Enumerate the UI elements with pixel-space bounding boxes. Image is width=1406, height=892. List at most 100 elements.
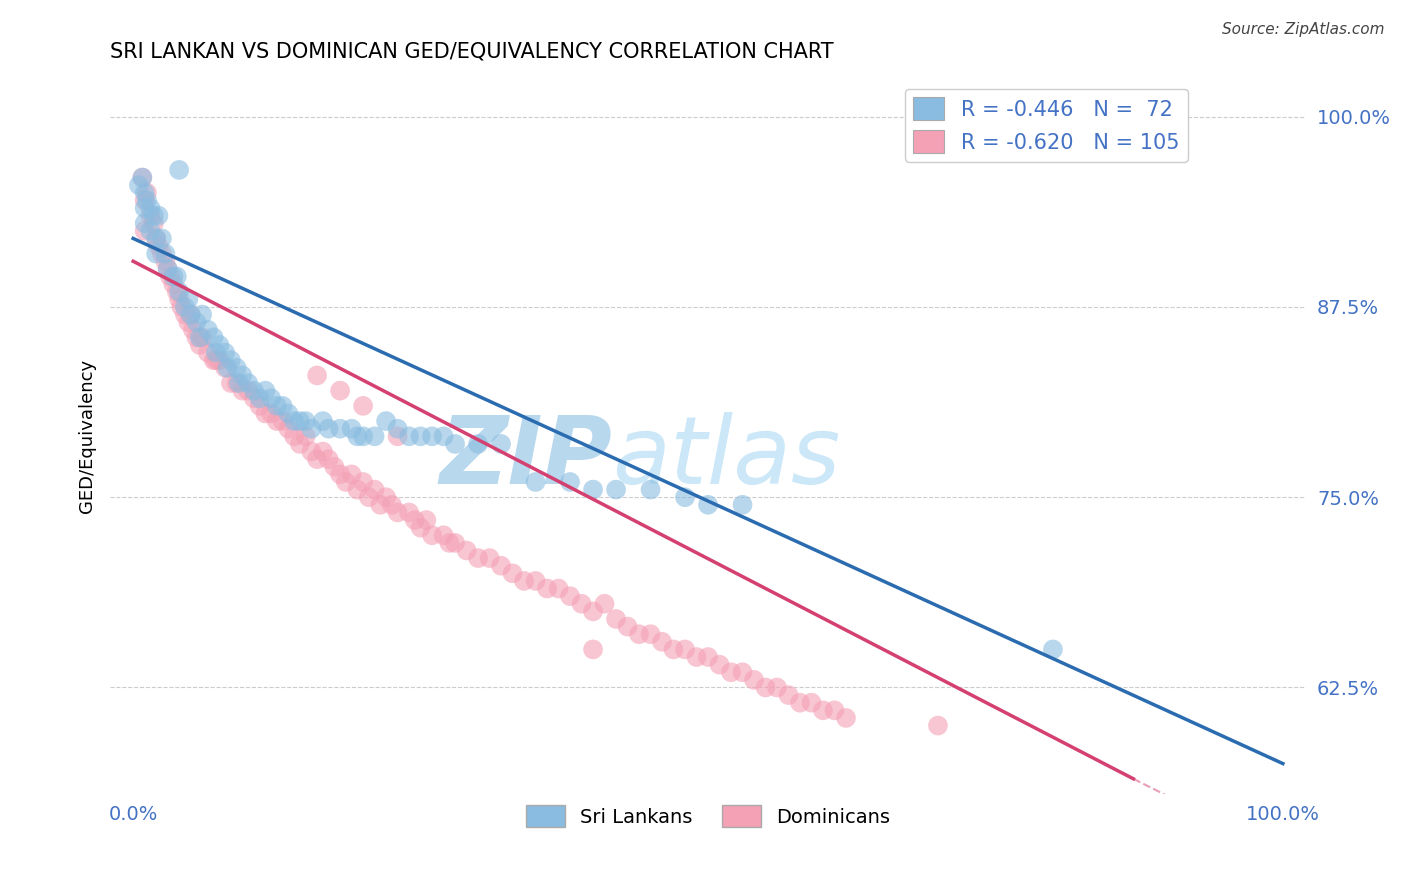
Point: [131, 170, 153, 185]
Point: [156, 261, 179, 276]
Point: [219, 376, 242, 390]
Point: [536, 582, 558, 596]
Point: [329, 422, 352, 436]
Point: [283, 429, 305, 443]
Point: [731, 665, 754, 680]
Point: [404, 513, 426, 527]
Point: [225, 376, 247, 390]
Point: [214, 360, 236, 375]
Point: [186, 330, 208, 344]
Point: [142, 216, 165, 230]
Point: [205, 353, 228, 368]
Point: [582, 604, 605, 618]
Point: [128, 178, 150, 193]
Point: [188, 338, 211, 352]
Point: [159, 269, 181, 284]
Point: [139, 201, 162, 215]
Point: [444, 437, 467, 451]
Point: [134, 216, 156, 230]
Point: [387, 422, 409, 436]
Point: [673, 642, 696, 657]
Point: [148, 239, 170, 253]
Point: [294, 414, 316, 428]
Point: [789, 696, 811, 710]
Point: [177, 315, 200, 329]
Point: [155, 246, 177, 260]
Point: [197, 323, 219, 337]
Point: [225, 360, 247, 375]
Point: [340, 422, 363, 436]
Point: [398, 429, 420, 443]
Point: [228, 376, 250, 390]
Point: [249, 399, 271, 413]
Point: [170, 300, 193, 314]
Point: [197, 345, 219, 359]
Point: [387, 429, 409, 443]
Point: [685, 650, 707, 665]
Point: [673, 490, 696, 504]
Point: [478, 551, 501, 566]
Text: ZIP: ZIP: [440, 412, 613, 504]
Point: [145, 231, 167, 245]
Point: [778, 688, 800, 702]
Point: [219, 353, 242, 368]
Point: [139, 224, 162, 238]
Point: [131, 170, 153, 185]
Point: [811, 703, 834, 717]
Point: [174, 300, 197, 314]
Point: [167, 163, 190, 178]
Point: [375, 490, 398, 504]
Point: [191, 308, 214, 322]
Point: [294, 429, 316, 443]
Point: [167, 293, 190, 307]
Point: [191, 330, 214, 344]
Point: [312, 414, 335, 428]
Point: [254, 407, 277, 421]
Point: [288, 437, 311, 451]
Point: [249, 391, 271, 405]
Point: [205, 345, 228, 359]
Point: [605, 612, 627, 626]
Point: [346, 429, 368, 443]
Point: [202, 330, 225, 344]
Point: [329, 467, 352, 482]
Point: [524, 574, 547, 588]
Y-axis label: GED/Equivalency: GED/Equivalency: [79, 359, 96, 514]
Point: [709, 657, 731, 672]
Point: [243, 391, 266, 405]
Point: [582, 483, 605, 497]
Point: [352, 475, 374, 489]
Point: [142, 209, 165, 223]
Point: [927, 718, 949, 732]
Point: [288, 414, 311, 428]
Point: [432, 528, 454, 542]
Point: [766, 681, 789, 695]
Point: [387, 505, 409, 519]
Point: [375, 414, 398, 428]
Point: [277, 407, 299, 421]
Text: atlas: atlas: [613, 412, 841, 503]
Point: [662, 642, 685, 657]
Point: [202, 353, 225, 368]
Point: [254, 384, 277, 398]
Point: [547, 582, 569, 596]
Point: [299, 444, 322, 458]
Point: [467, 437, 489, 451]
Point: [456, 543, 478, 558]
Point: [271, 399, 294, 413]
Point: [155, 254, 177, 268]
Point: [148, 209, 170, 223]
Point: [352, 429, 374, 443]
Point: [162, 277, 184, 291]
Point: [742, 673, 765, 687]
Point: [134, 194, 156, 208]
Point: [558, 475, 581, 489]
Point: [134, 186, 156, 200]
Point: [181, 323, 204, 337]
Point: [136, 186, 159, 200]
Point: [312, 444, 335, 458]
Point: [150, 231, 173, 245]
Point: [208, 338, 231, 352]
Point: [558, 589, 581, 603]
Point: [346, 483, 368, 497]
